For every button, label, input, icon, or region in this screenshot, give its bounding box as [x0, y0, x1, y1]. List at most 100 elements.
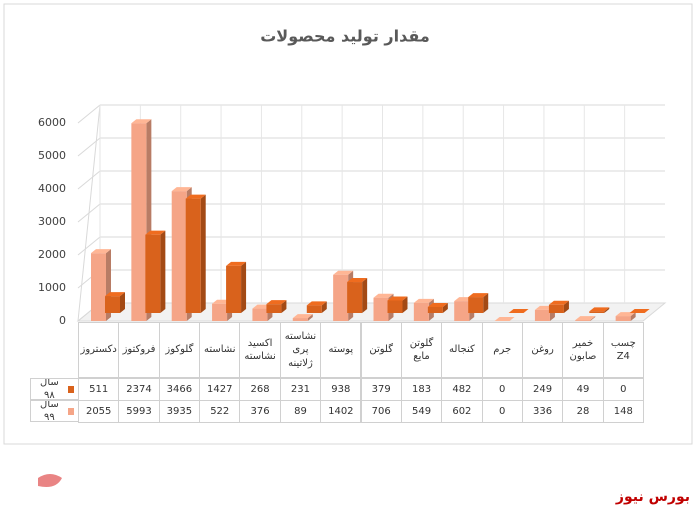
legend-entry: سال ۹۸ — [30, 378, 79, 400]
table-value: 3466 — [158, 378, 201, 401]
bar — [185, 198, 201, 313]
table-value: 549 — [400, 400, 443, 423]
table-value: 376 — [239, 400, 281, 423]
bar — [131, 123, 147, 321]
y-tick-label: 6000 — [38, 116, 66, 129]
legend-label: سال ۹۸ — [40, 378, 59, 400]
bar-top — [589, 307, 610, 312]
category-label: چسب Z4 — [602, 322, 644, 378]
bar-side — [281, 300, 287, 313]
legend-entry: سال ۹۹ — [30, 400, 79, 422]
bar-top — [373, 293, 394, 298]
table-value: 2055 — [78, 400, 120, 423]
category-label: پوسته — [320, 322, 362, 378]
bar — [266, 304, 282, 313]
bar-side — [442, 302, 448, 313]
bar-side — [483, 293, 489, 313]
bar — [575, 320, 591, 321]
category-label: گلوکوز — [158, 322, 201, 378]
bar — [454, 301, 470, 321]
table-value: 249 — [521, 378, 564, 401]
category-label: گلوتن مایع — [400, 322, 443, 378]
bar-side — [563, 300, 569, 313]
bar-top — [548, 300, 569, 305]
category-label: دکستروز — [78, 322, 120, 378]
legend-swatch — [67, 385, 74, 393]
table-value: 706 — [360, 400, 402, 423]
grid-side — [77, 236, 101, 256]
category-label: اکسید نشاسته — [239, 322, 281, 378]
bar-side — [160, 230, 166, 313]
bar — [347, 282, 363, 313]
table-value: 482 — [441, 378, 483, 401]
bar-top — [226, 261, 247, 266]
table-value: 148 — [602, 400, 644, 423]
bar — [387, 300, 403, 313]
table-value: 511 — [78, 378, 120, 401]
source: بورس نیوز — [615, 489, 690, 505]
bar-top — [266, 300, 287, 305]
bar — [105, 296, 120, 313]
bar — [212, 303, 228, 321]
bar-top — [468, 293, 489, 298]
bar-side — [307, 314, 313, 321]
table-value: 602 — [441, 400, 483, 423]
bar-top — [387, 296, 408, 301]
logo — [38, 474, 62, 487]
bar-side — [402, 296, 408, 313]
y-tick-label: 5000 — [38, 149, 66, 162]
table-value: 183 — [400, 378, 443, 401]
bar-top — [145, 230, 166, 235]
table-value: 379 — [360, 378, 402, 401]
category-label: گلوتن — [360, 322, 402, 378]
grid-side — [77, 137, 101, 157]
bar-top — [292, 314, 313, 319]
bar-side — [241, 261, 247, 313]
table-value: 0 — [481, 378, 523, 401]
bar — [589, 311, 605, 313]
bar-top — [91, 249, 111, 254]
bar-top — [171, 187, 192, 192]
bar-side — [321, 301, 327, 313]
y-tick-label: 3000 — [38, 215, 66, 228]
bar — [306, 305, 322, 313]
table-value: 3935 — [158, 400, 201, 423]
bar-top — [105, 292, 125, 297]
table-value: 231 — [279, 378, 322, 401]
bar — [333, 274, 349, 321]
y-tick-label: 1000 — [38, 281, 66, 294]
bar — [468, 297, 484, 313]
bar-top — [575, 316, 596, 321]
legend-label: سال ۹۹ — [40, 400, 59, 422]
bar-side — [590, 316, 596, 321]
bar — [252, 308, 268, 321]
category-label: فروکتوز — [118, 322, 160, 378]
bar-side — [604, 307, 610, 313]
table-value: 2374 — [118, 378, 160, 401]
bar — [427, 306, 443, 313]
table-value: 938 — [320, 378, 362, 401]
category-label: نشاسته — [199, 322, 241, 378]
table-value: 1402 — [320, 400, 362, 423]
chart-title: مقدار تولید محصولات — [260, 27, 430, 46]
bar-side — [120, 292, 125, 313]
bar — [413, 302, 429, 321]
table-value: 268 — [239, 378, 281, 401]
category-label: نشاسته پری ژلاتینه — [279, 322, 322, 378]
bar — [373, 297, 389, 321]
floor — [76, 302, 667, 322]
bar-top — [185, 194, 206, 199]
bar-side — [200, 194, 206, 313]
category-label: جرم — [481, 322, 523, 378]
bar — [91, 253, 106, 321]
bar-top — [306, 301, 327, 306]
table-value: 1427 — [199, 378, 241, 401]
table-value: 28 — [562, 400, 604, 423]
bar-side — [630, 312, 636, 321]
bar — [534, 309, 550, 321]
grid-side — [77, 104, 101, 124]
bar — [615, 316, 631, 321]
y-tick-label: 4000 — [38, 182, 66, 195]
